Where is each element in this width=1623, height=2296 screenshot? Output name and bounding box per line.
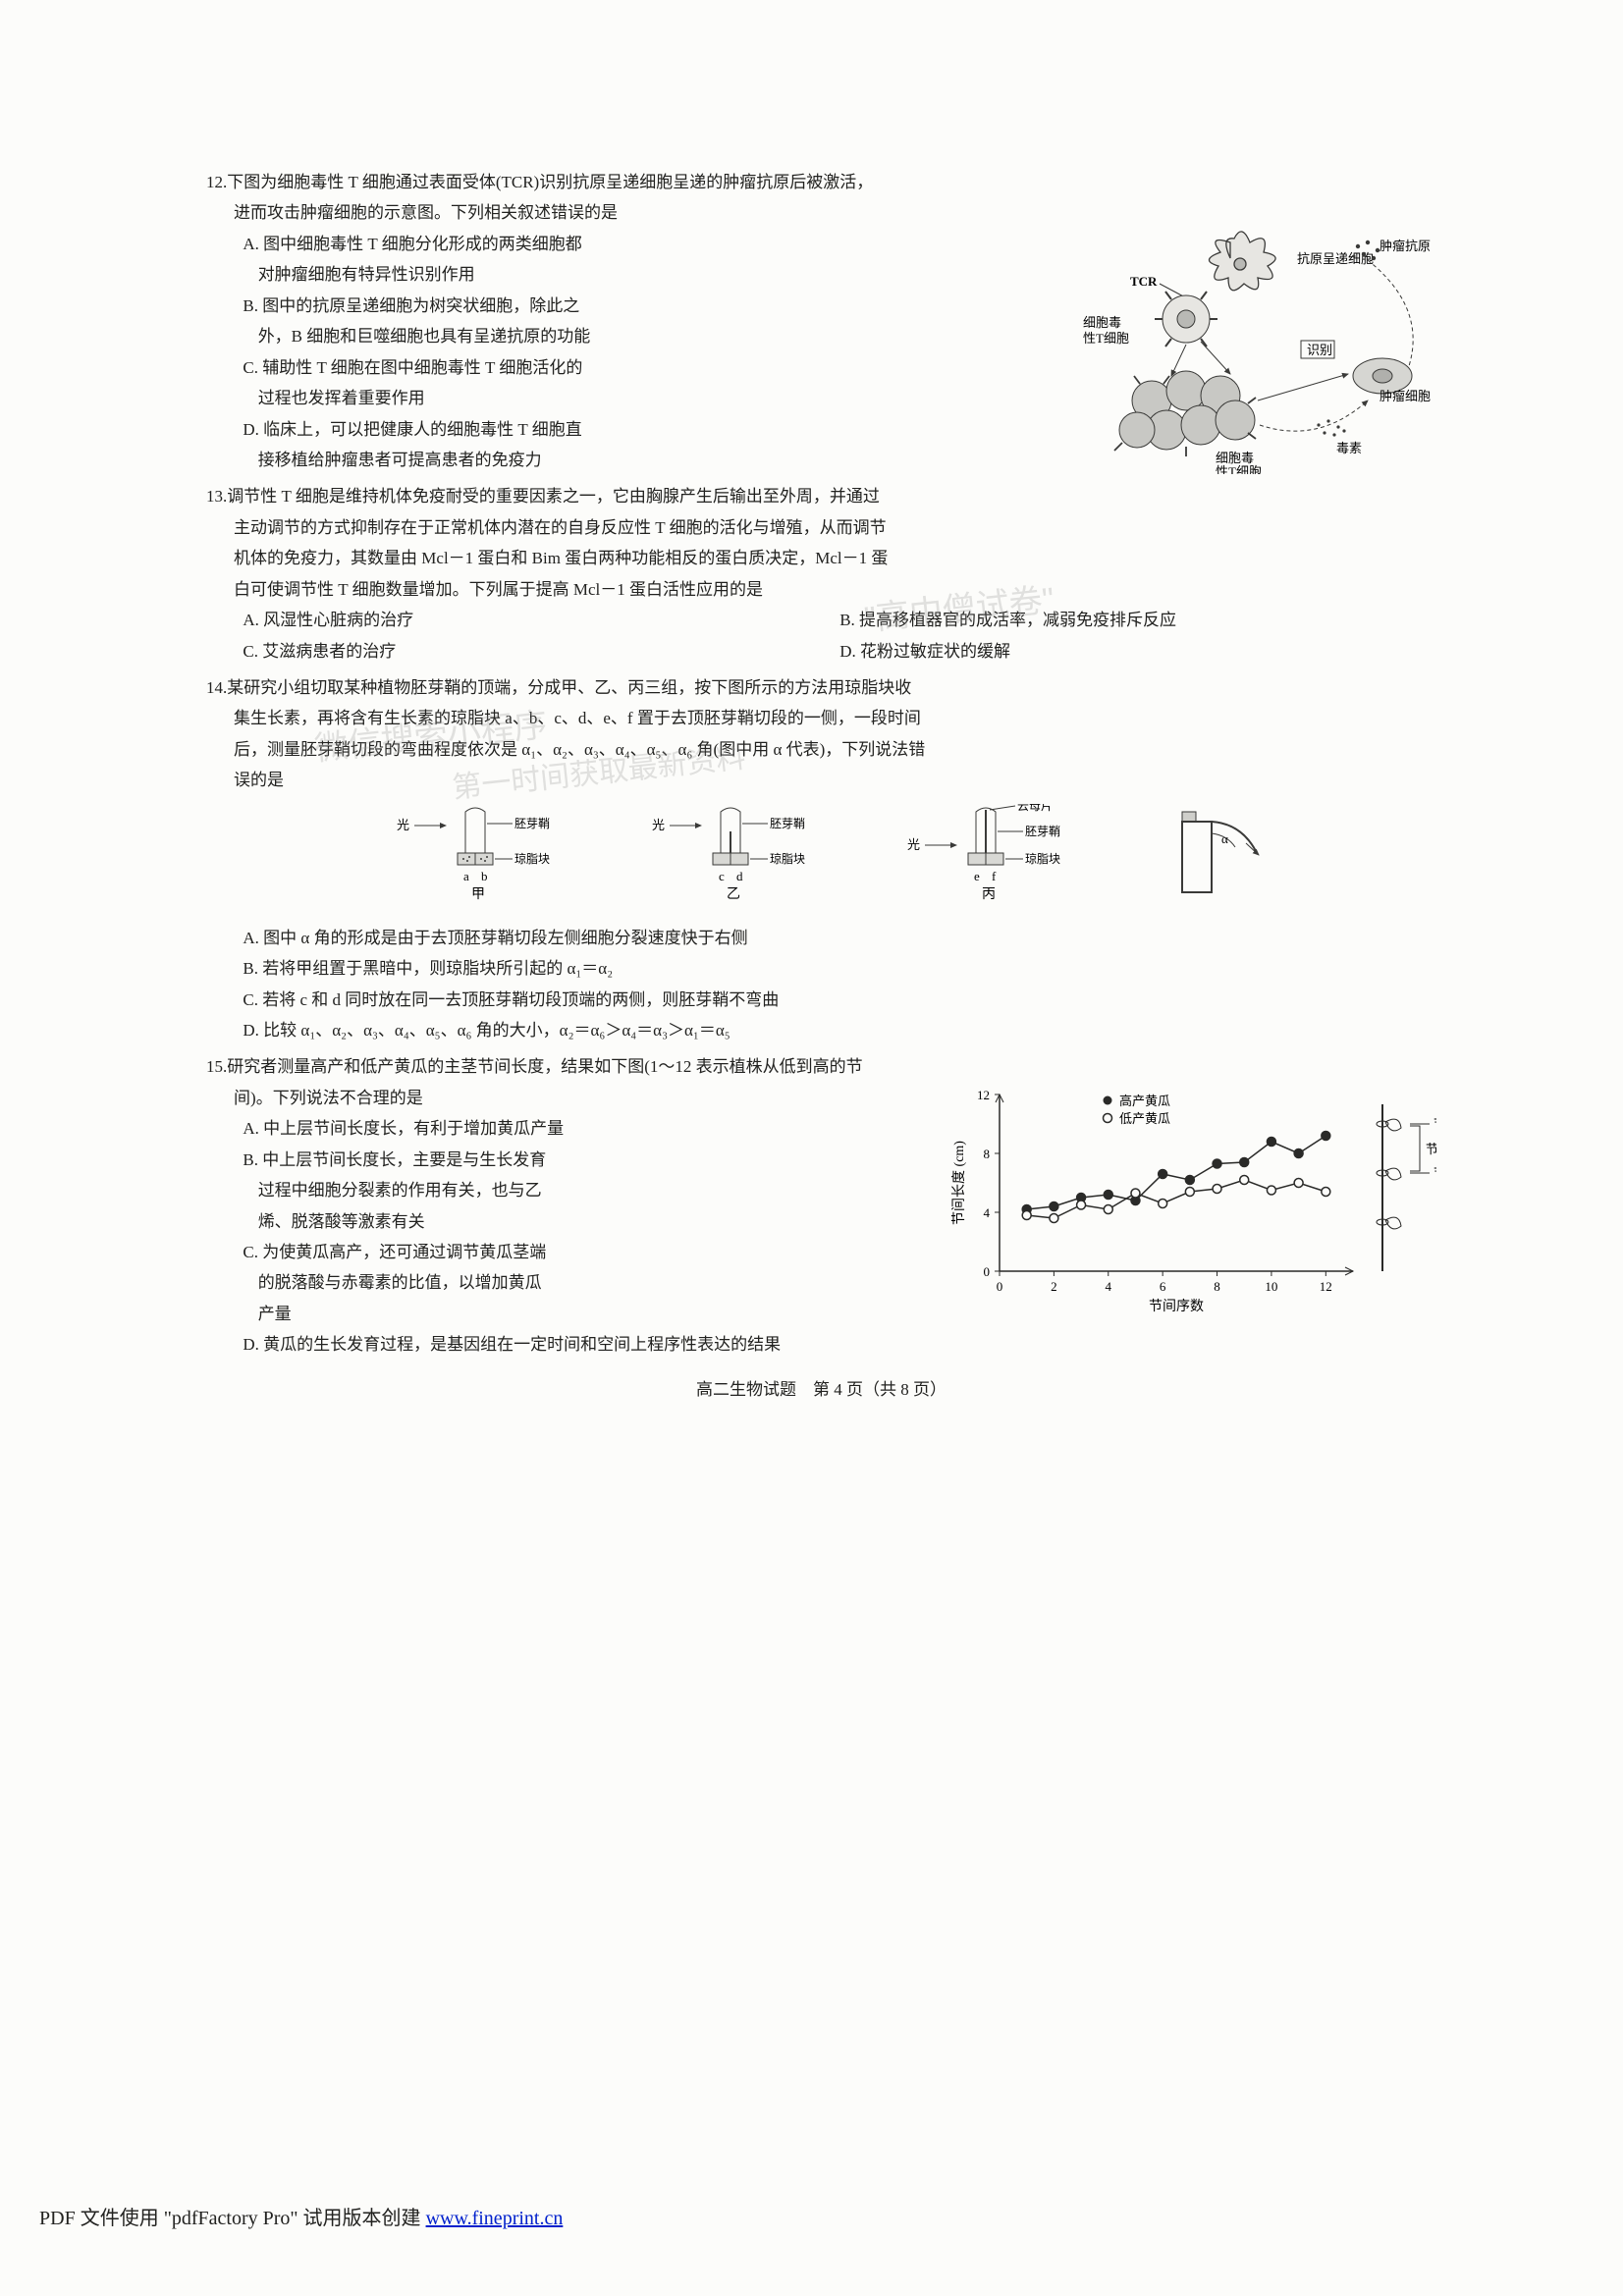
svg-text:丙: 丙 (982, 887, 996, 902)
svg-text:琼脂块: 琼脂块 (770, 851, 805, 866)
q13-line2: 主动调节的方式抑制存在于正常机体内潜在的自身反应性 T 细胞的活化与增殖，从而调… (206, 512, 1436, 543)
svg-text:节间序数: 节间序数 (1149, 1299, 1204, 1313)
svg-text:10: 10 (1265, 1279, 1277, 1294)
q15-opt-b-1: B. 中上层节间长度长，主要是与生长发育 (206, 1145, 946, 1175)
svg-text:节间长度 (cm): 节间长度 (cm) (951, 1141, 967, 1225)
q15-opt-c-3: 产量 (206, 1299, 946, 1329)
svg-text:b: b (481, 869, 488, 883)
q14-fig-jia: 光 胚芽鞘 琼脂块 a b (397, 804, 564, 917)
q14-opt-c: C. 若将 c 和 d 同时放在同一去顶胚芽鞘切段顶端的两侧，则胚芽鞘不弯曲 (206, 985, 1436, 1015)
q13-opt-a: A. 风湿性心脏病的治疗 (243, 605, 839, 635)
svg-text:节间: 节间 (1426, 1142, 1436, 1156)
svg-text:α: α (1221, 831, 1228, 846)
q12-opt-a-2: 对肿瘤细胞有特异性识别作用 (206, 259, 1024, 290)
q15-chart: 04812024681012节间序数节间长度 (cm)高产黄瓜低产黄瓜节节节间 (946, 1083, 1436, 1313)
q15-opt-c-1: C. 为使黄瓜高产，还可通过调节黄瓜茎端 (206, 1237, 946, 1267)
q12-fig-toxin: 毒素 (1336, 441, 1362, 455)
svg-text:胚芽鞘: 胚芽鞘 (514, 817, 550, 830)
svg-text:4: 4 (1106, 1279, 1112, 1294)
q12-opt-c-2: 过程也发挥着重要作用 (206, 383, 1024, 413)
q12-fig-ct2a: 细胞毒 (1216, 451, 1254, 465)
question-12: 12.下图为细胞毒性 T 细胞通过表面受体(TCR)识别抗原呈递细胞呈递的肿瘤抗… (206, 167, 1436, 475)
svg-text:0: 0 (984, 1264, 991, 1279)
q12-num: 12. (206, 173, 227, 191)
question-15: 15.研究者测量高产和低产黄瓜的主茎节间长度，结果如下图(1～12 表示植株从低… (206, 1051, 1436, 1360)
svg-text:6: 6 (1160, 1279, 1166, 1294)
q12-fig-ct1b: 性T细胞 (1083, 331, 1129, 346)
q13-line4: 白可使调节性 T 细胞数量增加。下列属于提高 Mcl－1 蛋白活性应用的是 (206, 574, 1436, 605)
q14-fig-yi: 光 胚芽鞘 琼脂块 c d 乙 (652, 804, 819, 917)
pdf-footer-link[interactable]: www.fineprint.cn (426, 2208, 564, 2229)
q13-opt-c: C. 艾滋病患者的治疗 (243, 636, 839, 667)
svg-text:乙: 乙 (727, 886, 740, 902)
svg-text:12: 12 (977, 1088, 990, 1102)
svg-text:f: f (992, 869, 997, 883)
q12-fig-tumorag: 肿瘤抗原 (1380, 239, 1431, 253)
q13-line3: 机体的免疫力，其数量由 Mcl－1 蛋白和 Bim 蛋白两种功能相反的蛋白质决定… (206, 543, 1436, 573)
q12-opt-d-1: D. 临床上，可以把健康人的细胞毒性 T 细胞直 (206, 414, 1024, 445)
q14-fig-bing: 光 云母片 胚芽鞘 琼脂块 e f 丙 (907, 804, 1074, 917)
svg-text:胚芽鞘: 胚芽鞘 (770, 817, 805, 830)
pdf-footer: PDF 文件使用 "pdfFactory Pro" 试用版本创建 www.fin… (39, 2201, 563, 2237)
exam-page: 微信搜索小程序 第一时间获取最新资料 "高中僧试卷" 12.下图为细胞毒性 T … (0, 0, 1623, 2296)
q12-opt-c-1: C. 辅助性 T 细胞在图中细胞毒性 T 细胞活化的 (206, 352, 1024, 383)
q15-num: 15. (206, 1057, 227, 1076)
svg-text:胚芽鞘: 胚芽鞘 (1025, 825, 1060, 838)
q14-opt-a: A. 图中 α 角的形成是由于去顶胚芽鞘切段左侧细胞分裂速度快于右侧 (206, 923, 1436, 953)
q15-opt-a: A. 中上层节间长度长，有利于增加黄瓜产量 (206, 1113, 946, 1144)
q13-num: 13. (206, 487, 227, 506)
q13-line1: 调节性 T 细胞是维持机体免疫耐受的重要因素之一，它由胸腺产生后输出至外周，并通… (227, 487, 880, 506)
svg-text:a: a (463, 869, 469, 883)
svg-text:低产黄瓜: 低产黄瓜 (1119, 1111, 1170, 1126)
q12-opt-a-1: A. 图中细胞毒性 T 细胞分化形成的两类细胞都 (206, 229, 1024, 259)
q12-opt-b-1: B. 图中的抗原呈递细胞为树突状细胞，除此之 (206, 291, 1024, 321)
svg-text:琼脂块: 琼脂块 (1025, 851, 1060, 866)
q12-opt-b-2: 外，B 细胞和巨噬细胞也具有呈递抗原的功能 (206, 321, 1024, 351)
q15-opt-b-2: 过程中细胞分裂素的作用有关，也与乙 (206, 1175, 946, 1205)
svg-text:光: 光 (397, 818, 409, 832)
q12-figure: 抗原呈递细胞 肿瘤抗原 TCR (1024, 229, 1436, 474)
q12-fig-ct2b: 性T细胞 (1216, 464, 1262, 474)
q15-line1: 研究者测量高产和低产黄瓜的主茎节间长度，结果如下图(1～12 表示植株从低到高的… (227, 1057, 862, 1076)
q14-opt-b: B. 若将甲组置于黑暗中，则琼脂块所引起的 α₁＝α₂ (206, 953, 1436, 984)
svg-text:节: 节 (1434, 1116, 1436, 1131)
svg-text:节: 节 (1434, 1165, 1436, 1180)
q14-num: 14. (206, 678, 227, 697)
svg-text:甲: 甲 (471, 887, 485, 902)
q15-opt-b-3: 烯、脱落酸等激素有关 (206, 1206, 946, 1237)
svg-text:12: 12 (1320, 1279, 1332, 1294)
svg-text:c: c (719, 869, 725, 883)
q14-line1: 某研究小组切取某种植物胚芽鞘的顶端，分成甲、乙、丙三组，按下图所示的方法用琼脂块… (227, 678, 911, 697)
page-footer: 高二生物试题 第 4 页（共 8 页） (206, 1374, 1436, 1405)
q12-fig-tcr: TCR (1130, 274, 1158, 289)
q12-stem-1: 下图为细胞毒性 T 细胞通过表面受体(TCR)识别抗原呈递细胞呈递的肿瘤抗原后被… (227, 173, 873, 191)
svg-text:2: 2 (1051, 1279, 1057, 1294)
q12-fig-tumor: 肿瘤细胞 (1380, 389, 1431, 403)
svg-text:高产黄瓜: 高产黄瓜 (1119, 1094, 1170, 1108)
q14-figure: 光 胚芽鞘 琼脂块 a b (206, 804, 1436, 917)
q12-stem-2: 进而攻击肿瘤细胞的示意图。下列相关叙述错误的是 (206, 197, 1436, 228)
svg-text:8: 8 (984, 1147, 991, 1161)
q12-fig-recog: 识别 (1307, 343, 1332, 357)
svg-text:d: d (736, 869, 743, 883)
pdf-footer-text: PDF 文件使用 "pdfFactory Pro" 试用版本创建 (39, 2208, 426, 2229)
svg-text:云母片: 云母片 (1017, 804, 1053, 813)
svg-text:0: 0 (997, 1279, 1003, 1294)
q15-opt-d: D. 黄瓜的生长发育过程，是基因组在一定时间和空间上程序性表达的结果 (206, 1329, 1436, 1360)
q12-fig-ct1a: 细胞毒 (1083, 315, 1121, 330)
svg-text:4: 4 (984, 1205, 991, 1220)
q15-line2: 间)。下列说法不合理的是 (206, 1083, 946, 1113)
svg-text:琼脂块: 琼脂块 (514, 851, 550, 866)
svg-text:光: 光 (652, 818, 665, 832)
q12-opt-d-2: 接移植给肿瘤患者可提高患者的免疫力 (206, 445, 1024, 475)
svg-text:e: e (974, 869, 980, 883)
svg-text:8: 8 (1214, 1279, 1220, 1294)
q15-figure: 04812024681012节间序数节间长度 (cm)高产黄瓜低产黄瓜节节节间 (946, 1083, 1436, 1323)
q15-opt-c-2: 的脱落酸与赤霉素的比值，以增加黄瓜 (206, 1267, 946, 1298)
q14-fig-bent: α (1163, 804, 1280, 917)
svg-text:光: 光 (907, 837, 920, 852)
q14-opt-d: D. 比较 α₁、α₂、α₃、α₄、α₅、α₆ 角的大小，α₂＝α₆＞α₄＝α₃… (206, 1015, 1436, 1045)
question-13: 13.调节性 T 细胞是维持机体免疫耐受的重要因素之一，它由胸腺产生后输出至外周… (206, 481, 1436, 667)
